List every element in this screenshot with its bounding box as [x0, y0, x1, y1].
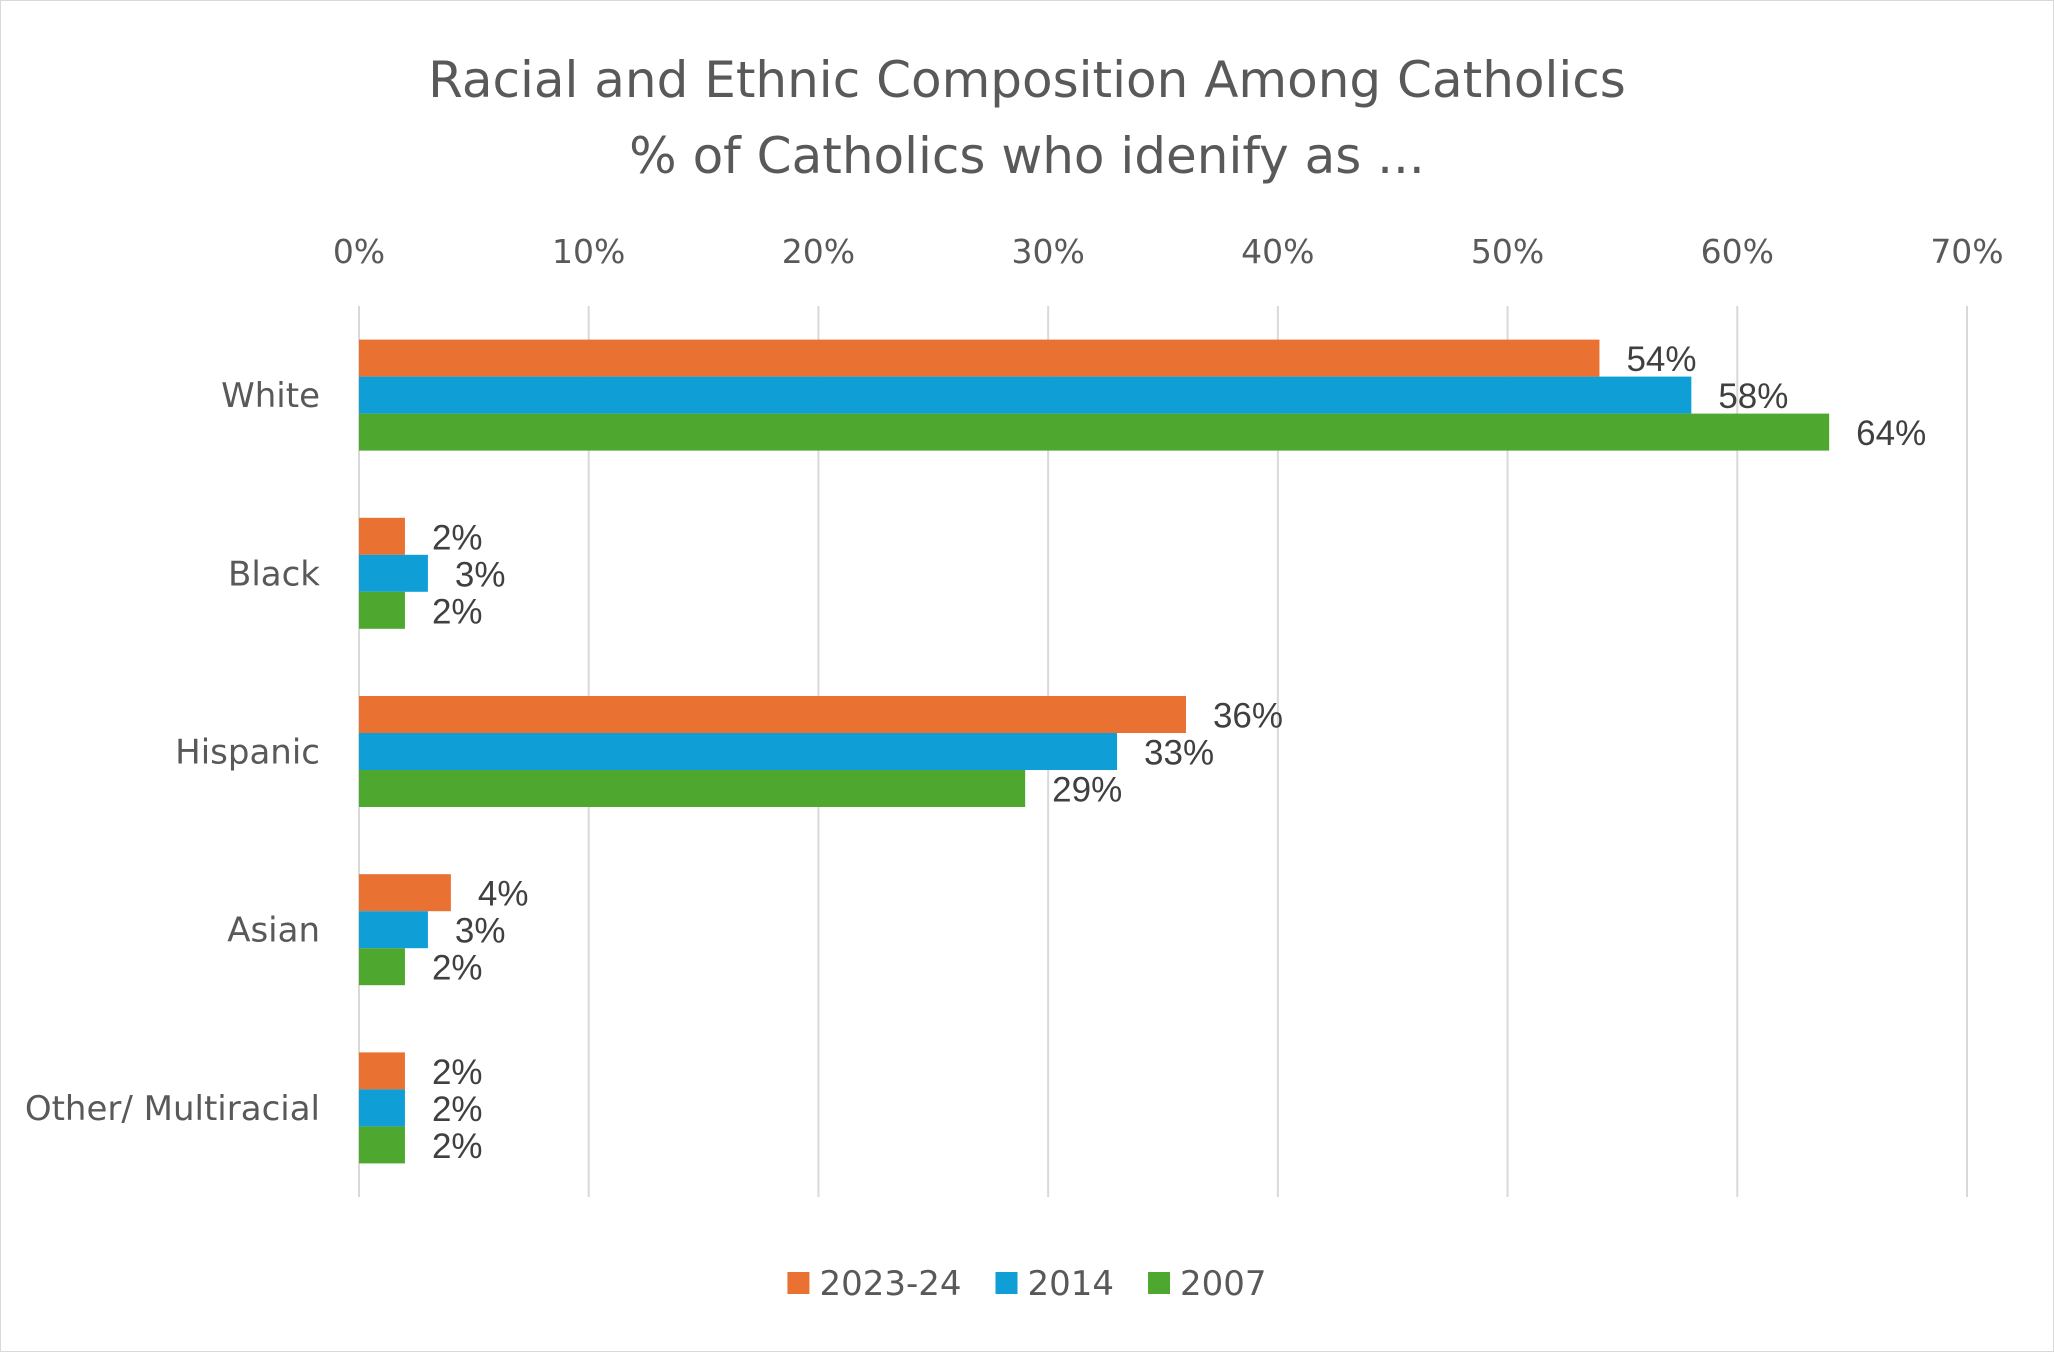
- data-label-other-multiracial-2014: 2%: [432, 1090, 483, 1129]
- data-label-white-2014: 58%: [1718, 377, 1788, 416]
- bar-asian-2014: [359, 911, 428, 949]
- legend-swatch-2023-24: [787, 1272, 810, 1294]
- data-label-black-2023-24: 2%: [432, 518, 483, 557]
- data-label-asian-2007: 2%: [432, 949, 483, 988]
- category-label-hispanic: Hispanic: [175, 733, 320, 773]
- bar-black-2007: [359, 591, 405, 629]
- bar-other-multiracial-2023-24: [359, 1052, 405, 1090]
- data-label-asian-2014: 3%: [455, 912, 506, 951]
- legend-label-2023-24: 2023-24: [819, 1264, 961, 1304]
- bar-hispanic-2007: [359, 770, 1026, 807]
- bar-hispanic-2023-24: [359, 696, 1186, 733]
- legend-swatch-2014: [995, 1272, 1018, 1294]
- category-label-white: White: [221, 376, 320, 416]
- legend-label-2014: 2014: [1028, 1264, 1115, 1304]
- bar-other-multiracial-2014: [359, 1089, 405, 1127]
- data-label-black-2007: 2%: [432, 592, 483, 631]
- x-tick-label-30: 30%: [1011, 232, 1084, 271]
- category-label-other-multiracial: Other/ Multiracial: [25, 1089, 320, 1129]
- chart-subtitle: % of Catholics who idenify as ...: [629, 127, 1425, 185]
- bar-white-2007: [359, 413, 1830, 451]
- chart-title: Racial and Ethnic Composition Among Cath…: [428, 51, 1626, 109]
- bar-white-2014: [359, 376, 1692, 414]
- category-label-black: Black: [228, 554, 320, 594]
- data-labels: 54%58%64%2%3%2%36%33%29%4%3%2%2%2%2%: [432, 340, 1926, 1166]
- bar-black-2014: [359, 554, 428, 592]
- data-label-black-2014: 3%: [455, 555, 506, 594]
- data-label-asian-2023-24: 4%: [478, 875, 529, 914]
- bar-black-2023-24: [359, 517, 405, 555]
- bar-hispanic-2014: [359, 733, 1118, 770]
- x-axis-ticks: 0% 10% 20% 30% 40% 50% 60% 70%: [333, 232, 2004, 271]
- bars: [359, 339, 1830, 1164]
- x-tick-label-0: 0%: [333, 232, 385, 271]
- x-tick-label-40: 40%: [1241, 232, 1314, 271]
- data-label-white-2007: 64%: [1856, 414, 1926, 453]
- data-label-other-multiracial-2007: 2%: [432, 1127, 483, 1166]
- legend-swatch-2007: [1148, 1272, 1171, 1294]
- bar-other-multiracial-2007: [359, 1126, 405, 1164]
- x-tick-label-20: 20%: [782, 232, 855, 271]
- x-tick-label-70: 70%: [1930, 232, 2003, 271]
- legend-label-2007: 2007: [1180, 1264, 1267, 1304]
- data-label-white-2023-24: 54%: [1626, 340, 1696, 379]
- data-label-hispanic-2014: 33%: [1144, 734, 1214, 773]
- bar-asian-2007: [359, 948, 405, 986]
- data-label-other-multiracial-2023-24: 2%: [432, 1053, 483, 1092]
- x-tick-label-50: 50%: [1471, 232, 1544, 271]
- legend: 2023-24 2014 2007: [787, 1264, 1267, 1304]
- x-tick-label-60: 60%: [1701, 232, 1774, 271]
- bar-white-2023-24: [359, 339, 1600, 377]
- category-axis: White Black Hispanic Asian Other/ Multiracia…: [25, 376, 320, 1129]
- x-tick-label-10: 10%: [552, 232, 625, 271]
- category-label-asian: Asian: [227, 911, 320, 951]
- data-label-hispanic-2007: 29%: [1052, 771, 1122, 810]
- data-label-hispanic-2023-24: 36%: [1213, 697, 1283, 736]
- bar-asian-2023-24: [359, 874, 451, 912]
